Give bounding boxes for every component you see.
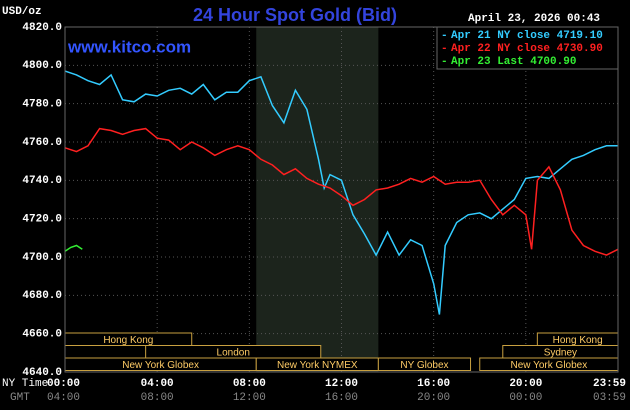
session-label: London <box>217 347 250 358</box>
x-tick-label: 00:00 <box>47 378 80 390</box>
unit-label: USD/oz <box>2 6 42 18</box>
y-tick-label: 4700.0 <box>22 252 62 264</box>
legend-label: Apr 23 Last 4700.90 <box>451 56 576 68</box>
x-tick-label: 23:59 <box>593 378 626 390</box>
x2-tick-label: 08:00 <box>141 392 174 404</box>
y-tick-label: 4820.0 <box>22 22 62 34</box>
legend: - Apr 21 NY close 4719.10- Apr 22 NY close… <box>436 26 619 70</box>
session-label: New York NYMEX <box>277 360 358 371</box>
price-line <box>64 127 619 256</box>
y-tick-label: 4680.0 <box>22 290 62 302</box>
y-tick-label: 4740.0 <box>22 175 62 187</box>
legend-marker: - <box>441 30 448 42</box>
chart-title: 24 Hour Spot Gold (Bid) <box>193 5 397 25</box>
x2-tick-label: 00:00 <box>509 392 542 404</box>
source: www.kitco.com <box>67 37 191 56</box>
session-label: New York Globex <box>122 360 199 371</box>
x2-tick-label: 16:00 <box>325 392 358 404</box>
x2-tick-label: 04:00 <box>47 392 80 404</box>
x2-tick-label: 12:00 <box>233 392 266 404</box>
y-tick-label: 4720.0 <box>22 214 62 226</box>
legend-marker: - <box>441 43 448 55</box>
legend-marker: - <box>441 56 448 68</box>
price-line <box>64 244 83 252</box>
x-tick-label: 20:00 <box>509 378 542 390</box>
plot-frame <box>64 26 619 373</box>
legend-box <box>436 26 619 70</box>
x2-axis-label: GMT <box>10 392 30 404</box>
price-line <box>64 70 618 315</box>
legend-label: Apr 21 NY close 4719.10 <box>451 30 603 42</box>
highlight-span <box>256 27 379 372</box>
x-tick-label: 16:00 <box>417 378 450 390</box>
session-label: Sydney <box>544 347 577 358</box>
y-tick-label: 4800.0 <box>22 60 62 72</box>
session-label: New York Globex <box>511 360 588 371</box>
x-axis-label: NY Time <box>2 378 48 390</box>
session-box <box>377 357 472 371</box>
y-tick-label: 4780.0 <box>22 99 62 111</box>
session-label: Hong Kong <box>103 335 153 346</box>
session-label: NY Globex <box>400 360 448 371</box>
x-tick-label: 12:00 <box>325 378 358 390</box>
legend-label: Apr 22 NY close 4730.90 <box>451 43 603 55</box>
x-tick-label: 04:00 <box>141 378 174 390</box>
x2-tick-label: 03:59 <box>593 392 626 404</box>
session-label: Hong Kong <box>553 335 603 346</box>
x2-tick-label: 20:00 <box>417 392 450 404</box>
y-tick-label: 4760.0 <box>22 137 62 149</box>
y-tick-label: 4660.0 <box>22 329 62 341</box>
y-tick-label: 4640.0 <box>22 367 62 379</box>
timestamp: April 23, 2026 00:43 <box>468 13 600 25</box>
x-tick-label: 08:00 <box>233 378 266 390</box>
